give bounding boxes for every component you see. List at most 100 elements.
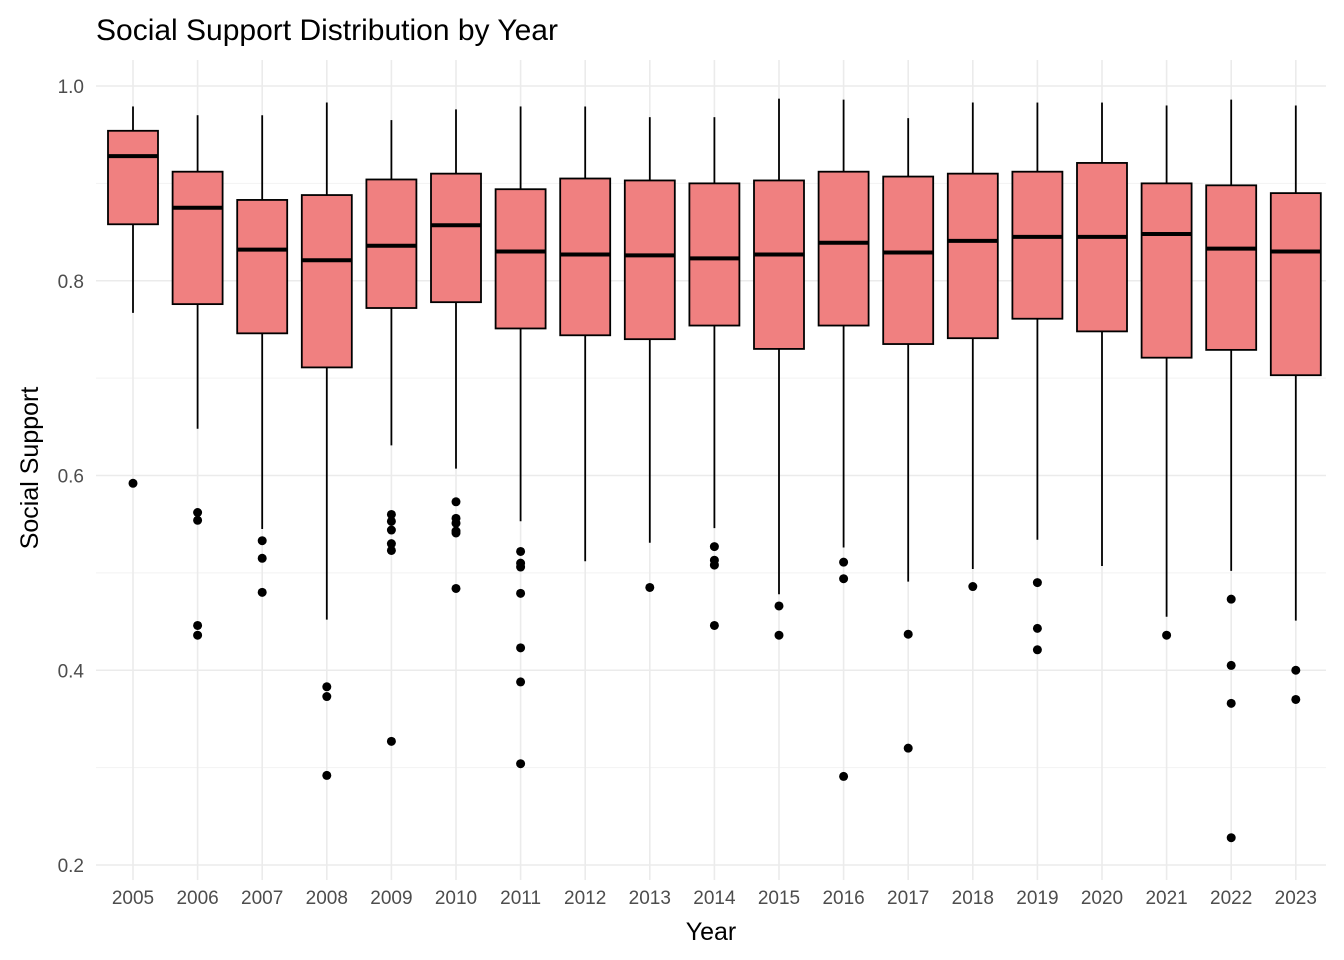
x-axis-ticks: 2005 2006 2007 2008 2009 2010 2011 2012 2013 2014… <box>112 888 1317 909</box>
x-tick-label: 2009 <box>370 888 412 909</box>
outlier-point <box>193 515 203 525</box>
x-tick-label: 2021 <box>1145 888 1187 909</box>
x-tick-label: 2011 <box>500 888 541 909</box>
outlier-point <box>709 620 719 630</box>
outlier-point <box>774 601 784 611</box>
x-tick-label: 2006 <box>176 888 218 909</box>
outlier-point <box>968 582 978 592</box>
outlier-point <box>1226 660 1236 670</box>
y-tick-label: 1.0 <box>58 77 84 98</box>
y-tick-label: 0.4 <box>58 661 85 682</box>
x-tick-label: 2007 <box>241 888 283 909</box>
outlier-point <box>257 536 267 546</box>
outlier-point <box>839 574 849 584</box>
box-group <box>946 102 999 592</box>
box-iqr <box>1205 184 1258 351</box>
outlier-point <box>1032 645 1042 655</box>
box-group <box>559 106 612 562</box>
box-group <box>1011 102 1064 655</box>
x-tick-label: 2017 <box>887 888 929 909</box>
outlier-point <box>709 542 719 552</box>
outlier-point <box>1226 833 1236 843</box>
box-group <box>107 106 159 488</box>
box-iqr <box>1011 170 1064 320</box>
box-group <box>1140 105 1193 640</box>
x-tick-label: 2014 <box>693 888 736 909</box>
outlier-point <box>322 692 332 702</box>
outlier-point <box>386 525 396 535</box>
x-tick-label: 2005 <box>112 888 154 909</box>
x-tick-label: 2019 <box>1016 888 1058 909</box>
y-tick-label: 0.8 <box>58 272 84 293</box>
box-group <box>1269 105 1322 704</box>
outlier-point <box>257 587 267 597</box>
box-iqr <box>171 170 224 306</box>
x-tick-label: 2010 <box>435 888 477 909</box>
outlier-point <box>1226 594 1236 604</box>
outlier-point <box>451 528 461 538</box>
x-axis-title: Year <box>686 918 737 946</box>
box-iqr <box>817 170 870 327</box>
box-iqr <box>300 194 353 369</box>
outlier-point <box>386 509 396 519</box>
box-group <box>1076 102 1128 567</box>
outlier-point <box>1226 698 1236 708</box>
box-group <box>430 109 482 593</box>
box-iqr <box>1269 192 1322 377</box>
outlier-point <box>451 497 461 507</box>
outlier-point <box>774 630 784 640</box>
box-iqr <box>1140 182 1193 359</box>
outlier-point <box>451 518 461 528</box>
box-iqr <box>559 177 612 337</box>
outlier-point <box>709 560 719 570</box>
box-iqr <box>623 179 676 341</box>
outlier-point <box>516 677 526 687</box>
outlier-point <box>516 588 526 598</box>
box-group <box>236 115 289 597</box>
outlier-point <box>322 770 332 780</box>
x-tick-label: 2018 <box>952 888 994 909</box>
boxes-layer <box>107 98 1322 843</box>
box-group <box>688 117 741 630</box>
outlier-point <box>257 553 267 563</box>
outlier-point <box>193 620 203 630</box>
box-iqr <box>1076 162 1128 333</box>
outlier-point <box>903 743 913 753</box>
box-group <box>365 120 418 746</box>
x-tick-label: 2022 <box>1210 888 1252 909</box>
box-group <box>882 118 935 753</box>
outlier-point <box>516 759 526 769</box>
outlier-point <box>128 478 138 488</box>
y-axis-title: Social Support <box>16 387 44 550</box>
outlier-point <box>903 629 913 639</box>
outlier-point <box>516 546 526 556</box>
y-tick-label: 0.2 <box>58 856 84 877</box>
box-iqr <box>430 172 482 304</box>
outlier-point <box>1291 694 1301 704</box>
outlier-point <box>386 545 396 555</box>
outlier-point <box>1291 665 1301 675</box>
box-iqr <box>494 188 547 330</box>
box-group <box>623 117 676 592</box>
outlier-point <box>516 562 526 572</box>
y-axis-ticks: 0.2 0.4 0.6 0.8 1.0 <box>58 77 85 877</box>
outlier-point <box>1032 623 1042 633</box>
outlier-point <box>1032 578 1042 588</box>
outlier-point <box>645 582 655 592</box>
outlier-point <box>386 516 396 526</box>
box-group <box>171 115 224 640</box>
box-group <box>494 106 547 769</box>
outlier-point <box>1162 630 1172 640</box>
box-group <box>817 99 870 781</box>
box-iqr <box>107 129 159 226</box>
chart-title: Social Support Distribution by Year <box>96 14 558 47</box>
outlier-point <box>839 771 849 781</box>
box-iqr <box>946 172 999 340</box>
outlier-point <box>386 736 396 746</box>
box-iqr <box>753 179 805 350</box>
outlier-point <box>193 630 203 640</box>
outlier-point <box>839 557 849 567</box>
outlier-point <box>322 682 332 692</box>
box-group <box>1205 99 1258 843</box>
box-group <box>300 102 353 780</box>
